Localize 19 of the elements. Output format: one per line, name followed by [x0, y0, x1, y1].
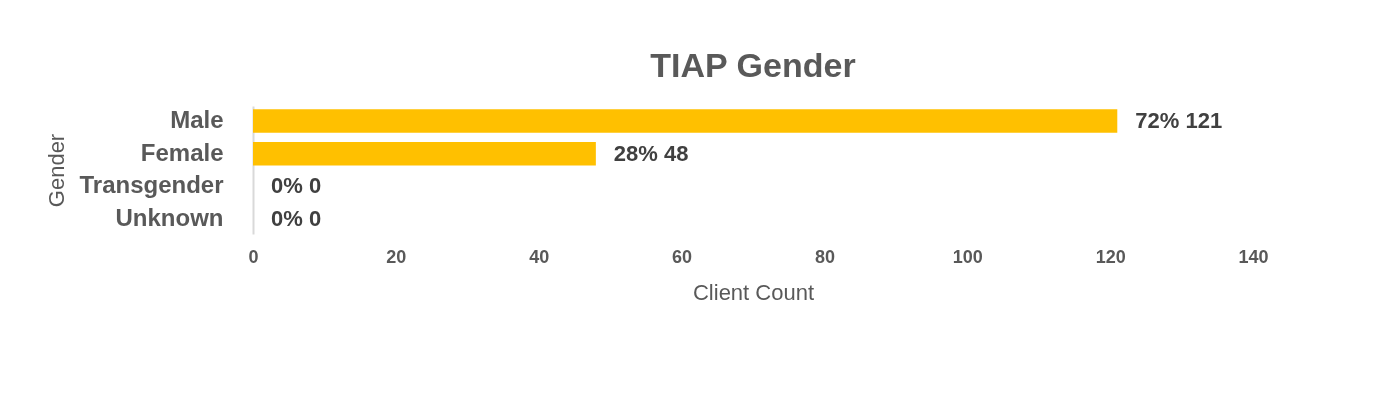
x-tick-label: 0: [248, 246, 259, 267]
x-tick-label: 100: [952, 246, 983, 267]
x-tick-label: 120: [1095, 246, 1126, 267]
data-label: 0% 0: [271, 173, 322, 199]
y-tick-label: Transgender: [79, 171, 224, 199]
data-label: 28% 48: [613, 140, 689, 166]
x-tick-label: 140: [1238, 246, 1269, 267]
y-axis-title: Gender: [44, 133, 70, 208]
x-tick-label: 80: [814, 246, 835, 267]
x-tick-label: 20: [386, 246, 407, 267]
y-tick-label: Male: [170, 106, 224, 134]
data-label: 0% 0: [271, 205, 322, 231]
data-label: 72% 121: [1135, 108, 1223, 134]
x-tick-label: 40: [529, 246, 550, 267]
y-tick-label: Unknown: [115, 203, 224, 231]
y-tick-label: Female: [140, 138, 224, 166]
chart-title: TIAP Gender: [650, 46, 856, 84]
x-axis-title: Client Count: [692, 279, 815, 305]
x-tick-label: 60: [672, 246, 693, 267]
